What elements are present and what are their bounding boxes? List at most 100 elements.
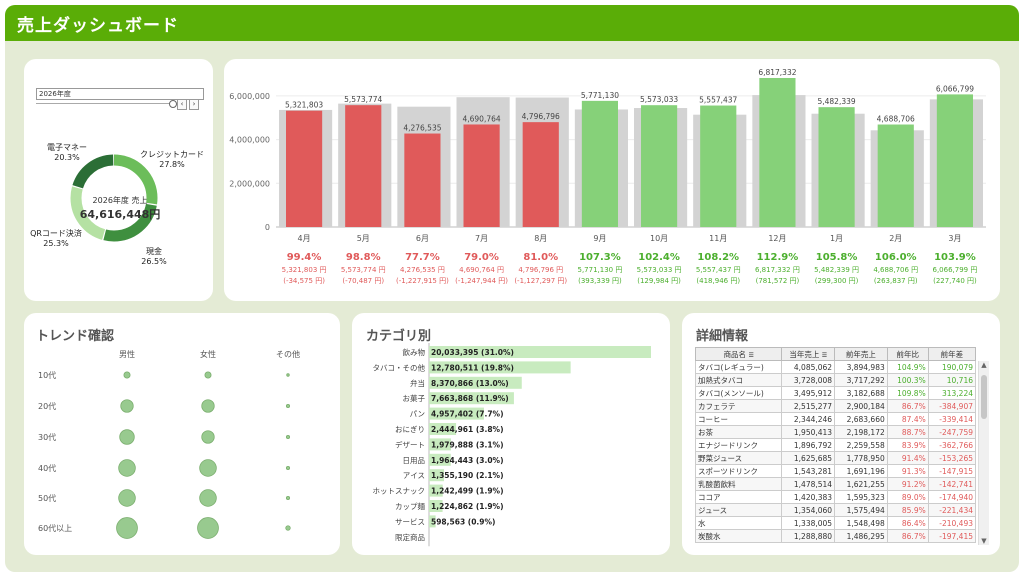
next-year-button[interactable]: › xyxy=(189,99,199,110)
donut-label-credit-pct: 27.8% xyxy=(159,160,185,169)
month-diff-yen: (781,572 円) xyxy=(756,277,800,285)
cell-product: ココア xyxy=(694,490,783,504)
month-sales-yen: 5,573,033 円 xyxy=(637,266,682,274)
month-diff-yen: (-1,227,915 円) xyxy=(396,277,449,285)
month-tick-label: 3月 xyxy=(948,234,961,243)
table-row[interactable]: タバコ(メンソール) 3,495,912 3,182,688 109.8% 313,22… xyxy=(694,386,977,400)
sort-icon[interactable]: ☰ xyxy=(821,351,828,359)
table-row[interactable]: コーヒー 2,344,246 2,683,660 87.4% -339,414 xyxy=(694,412,977,426)
fiscal-year-select[interactable]: 2026年度 xyxy=(36,88,204,100)
donut-label-qr-pct: 25.3% xyxy=(43,239,69,248)
month-sales-yen: 5,573,774 円 xyxy=(341,266,386,274)
col-ratio[interactable]: 前年比 xyxy=(886,347,929,361)
trend-bubble-chart: 男性 女性 その他 10代 20代 30代 40代 50代 60代以上 xyxy=(38,349,300,539)
category-value-label: 7,663,868 (11.9%) xyxy=(431,394,509,403)
cell-product: コーヒー xyxy=(694,412,783,426)
category-bar xyxy=(429,453,451,466)
col-product[interactable]: 商品名 ☰ xyxy=(694,347,783,361)
cell-current-sales: 1,950,413 xyxy=(781,425,836,439)
month-ratio: 77.7% xyxy=(405,252,440,263)
year-slider-track[interactable] xyxy=(36,103,173,104)
donut-label-emoney: 電子マネー 20.3% xyxy=(40,143,94,163)
bar-value-label: 4,688,706 xyxy=(877,115,915,124)
year-slider-handle[interactable] xyxy=(169,100,177,108)
month-diff-yen: (418,946 円) xyxy=(696,277,740,285)
current-year-bar xyxy=(877,124,914,227)
col-current[interactable]: 当年売上 ☰ xyxy=(781,347,836,361)
cell-current-sales: 2,515,277 xyxy=(781,399,836,413)
month-diff-yen: (-1,247,944 円) xyxy=(455,277,508,285)
bar-value-label: 5,321,803 xyxy=(285,101,323,110)
bar-value-label: 5,573,774 xyxy=(344,95,382,104)
month-tick-label: 6月 xyxy=(416,234,429,243)
table-row[interactable]: 炭酸水 1,288,880 1,486,295 86.7% -197,415 xyxy=(694,529,977,543)
cell-previous-sales: 2,900,184 xyxy=(834,399,888,413)
table-row[interactable]: スポーツドリンク 1,543,281 1,691,196 91.3% -147,915 xyxy=(694,464,977,478)
current-year-bar xyxy=(345,105,382,227)
cell-current-sales: 4,085,062 xyxy=(781,360,836,374)
cell-previous-sales: 2,198,172 xyxy=(834,425,888,439)
col-previous[interactable]: 前年売上 xyxy=(834,347,888,361)
scroll-down-icon[interactable]: ▼ xyxy=(981,537,987,545)
col-diff[interactable]: 前年差 xyxy=(927,347,977,361)
bar-value-label: 4,690,764 xyxy=(462,114,500,123)
header-bar: 売上ダッシュボード xyxy=(5,5,1019,41)
cell-previous-sales: 1,621,255 xyxy=(834,477,888,491)
cell-product: スポーツドリンク xyxy=(694,464,783,478)
month-ratio: 99.4% xyxy=(287,252,322,263)
cell-current-sales: 3,495,912 xyxy=(781,386,836,400)
category-value-label: 2,444,961 (3.8%) xyxy=(431,425,504,434)
cell-diff: -247,759 xyxy=(927,425,977,439)
month-ratio: 81.0% xyxy=(523,252,558,263)
category-label: カップ麺 xyxy=(395,501,425,511)
bar-value-label: 6,817,332 xyxy=(758,68,796,77)
table-row[interactable]: エナジードリンク 1,896,792 2,259,558 83.9% -362,766 xyxy=(694,438,977,452)
cell-diff: -174,940 xyxy=(927,490,977,504)
month-ratio: 106.0% xyxy=(875,252,917,263)
table-row[interactable]: タバコ(レギュラー) 4,085,062 3,894,983 104.9% 190,07… xyxy=(694,360,977,374)
table-row[interactable]: ジュース 1,354,060 1,575,494 85.9% -221,434 xyxy=(694,503,977,517)
cell-ratio: 83.9% xyxy=(886,438,929,452)
col-product-label: 商品名 xyxy=(723,349,747,359)
table-row[interactable]: 野菜ジュース 1,625,685 1,778,950 91.4% -153,265 xyxy=(694,451,977,465)
cell-diff: -210,493 xyxy=(927,516,977,530)
category-value-label: 8,370,866 (13.0%) xyxy=(431,379,509,388)
cell-current-sales: 1,478,514 xyxy=(781,477,836,491)
table-row[interactable]: ココア 1,420,383 1,595,323 89.0% -174,940 xyxy=(694,490,977,504)
month-ratio: 79.0% xyxy=(464,252,499,263)
month-diff-yen: (-70,487 円) xyxy=(342,277,384,285)
y-tick-label: 6,000,000 xyxy=(229,92,270,101)
prev-year-button[interactable]: ‹ xyxy=(177,99,187,110)
donut-label-emoney-name: 電子マネー xyxy=(47,143,87,152)
cell-ratio: 89.0% xyxy=(886,490,929,504)
current-year-bar xyxy=(463,124,500,227)
table-row[interactable]: 水 1,338,005 1,548,498 86.4% -210,493 xyxy=(694,516,977,530)
table-row[interactable]: カフェラテ 2,515,277 2,900,184 86.7% -384,907 xyxy=(694,399,977,413)
category-bar xyxy=(429,469,445,482)
cell-product: タバコ(レギュラー) xyxy=(694,360,783,374)
category-label: おにぎり xyxy=(395,424,425,434)
cell-product: タバコ(メンソール) xyxy=(694,386,783,400)
bar-value-label: 5,573,033 xyxy=(640,95,678,104)
donut-label-emoney-pct: 20.3% xyxy=(54,153,80,162)
detail-title: 詳細情報 xyxy=(696,329,749,344)
table-row[interactable]: 加熱式タバコ 3,728,008 3,717,292 100.3% 10,716 xyxy=(694,373,977,387)
bar-value-label: 6,066,799 xyxy=(936,84,974,93)
cell-previous-sales: 1,575,494 xyxy=(834,503,888,517)
cell-diff: -384,907 xyxy=(927,399,977,413)
table-row[interactable]: お茶 1,950,413 2,198,172 88.7% -247,759 xyxy=(694,425,977,439)
category-bar-chart: 飲み物 20,033,395 (31.0%) タバコ・その他 12,780,511 (… xyxy=(373,343,651,547)
cell-current-sales: 1,288,880 xyxy=(781,529,836,543)
cell-previous-sales: 1,778,950 xyxy=(834,451,888,465)
month-sales-yen: 5,482,339 円 xyxy=(814,266,859,274)
trend-bubble xyxy=(119,429,135,445)
table-row[interactable]: 乳酸菌飲料 1,478,514 1,621,255 91.2% -142,741 xyxy=(694,477,977,491)
table-scrollbar[interactable]: ▲ ▼ xyxy=(978,361,989,545)
sort-icon[interactable]: ☰ xyxy=(748,351,754,359)
scroll-thumb[interactable] xyxy=(981,375,987,419)
category-title: カテゴリ別 xyxy=(366,329,432,344)
scroll-up-icon[interactable]: ▲ xyxy=(981,361,987,369)
trend-bubble xyxy=(201,430,215,444)
trend-bubble xyxy=(285,403,291,409)
trend-row-label: 60代以上 xyxy=(38,523,72,533)
